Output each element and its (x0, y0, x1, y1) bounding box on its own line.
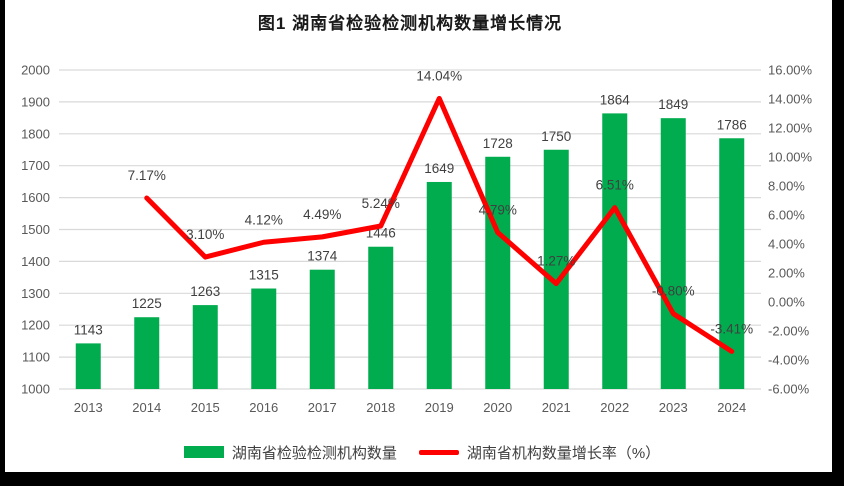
border-bottom (0, 472, 844, 486)
bar-value-label: 1649 (424, 161, 454, 176)
line-value-label: 6.51% (596, 178, 634, 193)
bar-value-label: 1728 (483, 136, 513, 151)
legend-line-swatch (418, 449, 459, 455)
bar-value-label: 1143 (74, 322, 103, 337)
left-axis-tick-label: 1000 (21, 382, 50, 397)
bar (75, 343, 101, 389)
bar-value-label: 1864 (600, 92, 631, 107)
x-axis-label: 2024 (717, 400, 746, 415)
left-axis-tick-label: 1300 (21, 286, 50, 301)
right-axis-tick-label: 16.00% (768, 63, 813, 78)
legend-line-label: 湖南省机构数量增长率（%） (466, 444, 661, 462)
border-right (832, 0, 844, 486)
line-value-label: 1.27% (537, 254, 575, 269)
left-axis-tick-label: 1800 (21, 126, 50, 141)
x-axis-label: 2013 (74, 400, 103, 415)
bar-value-label: 1263 (190, 284, 220, 299)
x-axis-label: 2023 (659, 400, 688, 415)
right-axis-tick-label: -4.00% (768, 353, 810, 368)
bar (309, 269, 335, 389)
bar (251, 288, 277, 389)
left-axis-tick-label: 1900 (21, 94, 50, 109)
x-axis-label: 2019 (425, 400, 454, 415)
right-axis-tick-label: 6.00% (768, 208, 805, 223)
bar (368, 246, 394, 389)
right-axis-tick-label: -6.00% (768, 382, 810, 397)
bar (660, 118, 686, 389)
right-axis-tick-label: 4.00% (768, 237, 805, 252)
growth-line (144, 95, 735, 354)
x-axis-label: 2014 (132, 400, 161, 415)
left-axis-tick-label: 1400 (21, 254, 50, 269)
border-left (0, 0, 5, 486)
bar-value-label: 1315 (249, 268, 279, 283)
x-axis-label: 2016 (249, 400, 278, 415)
x-axis-label: 2020 (483, 400, 512, 415)
line-value-label: 4.12% (245, 212, 283, 227)
x-axis-label: 2021 (542, 400, 571, 415)
left-axis-tick-label: 1600 (21, 190, 50, 205)
bar-value-label: 1750 (541, 129, 571, 144)
bar-value-label: 1786 (717, 117, 747, 132)
bar (426, 181, 452, 389)
chart-title: 图1 湖南省检验检测机构数量增长情况 (257, 14, 563, 33)
bar (602, 113, 628, 389)
line-value-label: 14.04% (416, 68, 462, 83)
bar-value-label: 1374 (307, 249, 338, 264)
line-value-label: -0.80% (652, 284, 695, 299)
line-value-label: 3.10% (186, 227, 224, 242)
right-axis-tick-label: 8.00% (768, 179, 805, 194)
x-axis-label: 2022 (600, 400, 629, 415)
line-value-label: 5.24% (362, 196, 400, 211)
legend-bar-label: 湖南省检验检测机构数量 (231, 444, 397, 462)
left-axis-tick-label: 2000 (21, 63, 50, 78)
x-axis-label: 2017 (308, 400, 337, 415)
right-axis-tick-label: -2.00% (768, 324, 810, 339)
x-axis-label: 2015 (191, 400, 220, 415)
line-value-label: 4.49% (303, 207, 341, 222)
bar (134, 317, 160, 389)
right-axis-tick-label: 10.00% (768, 150, 813, 165)
right-axis-tick-label: 0.00% (768, 295, 805, 310)
bar (192, 305, 218, 389)
line-value-label: 4.79% (479, 203, 517, 218)
left-axis-tick-label: 1200 (21, 318, 50, 333)
legend-bar-swatch (183, 446, 224, 458)
bar-value-label: 1849 (658, 97, 688, 112)
right-axis-tick-label: 14.00% (768, 92, 813, 107)
right-axis-tick-label: 2.00% (768, 266, 805, 281)
line-value-label: -3.41% (710, 321, 753, 336)
bar-value-label: 1225 (132, 296, 162, 311)
left-axis-tick-label: 1100 (22, 350, 50, 365)
chart-legend: 湖南省检验检测机构数量 湖南省机构数量增长率（%） (0, 440, 844, 464)
left-axis-tick-label: 1700 (21, 158, 50, 173)
line-value-label: 7.17% (128, 168, 166, 183)
left-axis-tick-label: 1500 (21, 222, 50, 237)
x-axis-label: 2018 (366, 400, 395, 415)
right-axis-tick-label: 12.00% (768, 121, 813, 136)
bar (485, 156, 511, 389)
